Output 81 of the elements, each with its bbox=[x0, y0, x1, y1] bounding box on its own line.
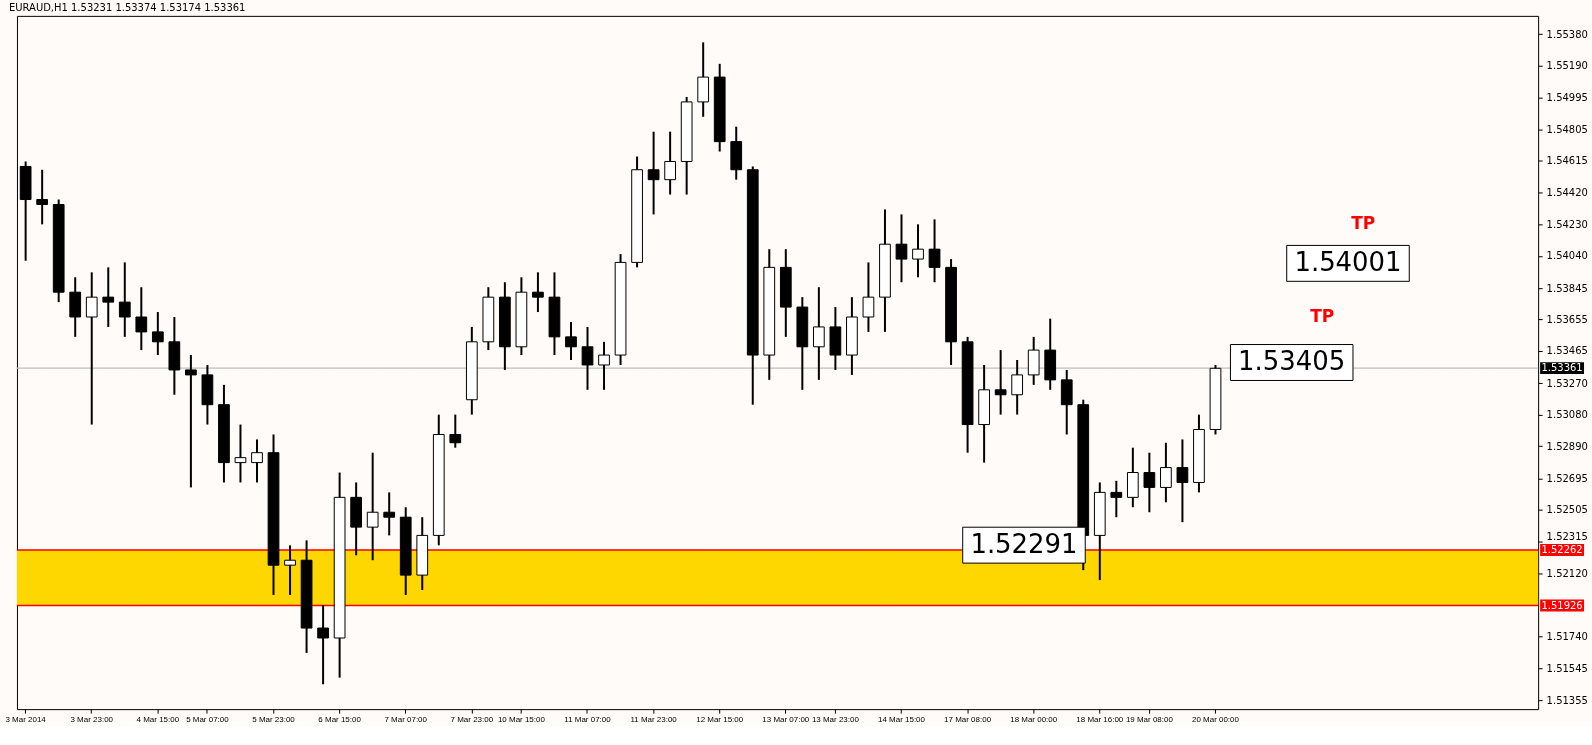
candlestick bbox=[449, 413, 462, 449]
y-tick-label: 1.52695 bbox=[1546, 472, 1588, 484]
candlestick bbox=[565, 320, 577, 362]
x-tick-label: 17 Mar 08:00 bbox=[944, 714, 992, 724]
x-tick-label: 19 Mar 08:00 bbox=[1125, 714, 1174, 724]
y-tick-label: 1.51545 bbox=[1546, 663, 1588, 675]
y-tick-label: 1.55190 bbox=[1546, 60, 1588, 71]
y-tick-label: 1.54615 bbox=[1546, 155, 1588, 167]
y-tick-label: 1.55380 bbox=[1546, 28, 1588, 40]
x-tick-label: 4 Mar 15:00 bbox=[136, 714, 180, 724]
ref-line-label: 1.53361 bbox=[1541, 362, 1583, 374]
y-tick-label: 1.52120 bbox=[1546, 567, 1588, 579]
candlestick bbox=[664, 130, 676, 196]
y-tick-label: 1.53270 bbox=[1546, 377, 1588, 389]
chart-title: EURAUD,H1 1.53231 1.53374 1.53174 1.53361 bbox=[8, 1, 246, 13]
candlestick bbox=[1011, 359, 1024, 416]
candlestick bbox=[135, 286, 148, 352]
x-tick-label: 7 Mar 23:00 bbox=[450, 714, 494, 724]
x-tick-label: 5 Mar 07:00 bbox=[186, 714, 230, 724]
candlestick bbox=[912, 223, 924, 279]
candlestick bbox=[383, 491, 396, 537]
annotation: 1.52291 bbox=[970, 529, 1078, 560]
x-tick-label: 11 Mar 07:00 bbox=[564, 714, 612, 724]
candlestick bbox=[284, 544, 296, 596]
y-tick-label: 1.53845 bbox=[1546, 282, 1588, 294]
y-tick-label: 1.52315 bbox=[1546, 530, 1588, 542]
candlestick bbox=[366, 451, 379, 562]
candlestick bbox=[581, 325, 594, 391]
y-tick-label: 1.53465 bbox=[1546, 345, 1588, 357]
candlestick bbox=[598, 340, 610, 391]
candlestick bbox=[118, 261, 131, 338]
candlestick bbox=[994, 349, 1007, 416]
y-tick-label: 1.54805 bbox=[1546, 123, 1588, 135]
candlestick bbox=[862, 261, 875, 333]
candlestick bbox=[1143, 451, 1156, 514]
candlestick bbox=[234, 423, 247, 484]
annotation: TP bbox=[1351, 212, 1376, 233]
ref-line-label: 1.52262 bbox=[1541, 543, 1583, 555]
y-tick-label: 1.53655 bbox=[1546, 313, 1588, 325]
x-tick-label: 10 Mar 15:00 bbox=[497, 714, 546, 724]
x-tick-label: 12 Mar 15:00 bbox=[696, 714, 744, 724]
y-tick-label: 1.52890 bbox=[1546, 440, 1588, 452]
x-tick-label: 3 Mar 23:00 bbox=[70, 714, 114, 724]
y-tick-label: 1.51740 bbox=[1546, 630, 1588, 642]
x-tick-label: 7 Mar 07:00 bbox=[384, 714, 428, 724]
x-tick-label: 5 Mar 23:00 bbox=[252, 714, 296, 724]
candlestick bbox=[85, 271, 98, 426]
candlestick bbox=[1110, 479, 1123, 519]
ref-line-label: 1.51926 bbox=[1541, 599, 1583, 611]
y-tick-label: 1.54230 bbox=[1546, 218, 1588, 230]
candlestick bbox=[928, 218, 941, 284]
x-tick-label: 20 Mar 00:00 bbox=[1191, 714, 1240, 724]
candlestick bbox=[36, 168, 49, 226]
candlestick bbox=[251, 438, 263, 484]
x-tick-label: 18 Mar 00:00 bbox=[1010, 714, 1058, 724]
y-tick-label: 1.53080 bbox=[1546, 409, 1588, 421]
x-tick-label: 11 Mar 23:00 bbox=[630, 714, 678, 724]
candlestick bbox=[1160, 441, 1172, 504]
candlestick bbox=[185, 354, 197, 489]
annotation: 1.53405 bbox=[1238, 346, 1346, 377]
candlestick bbox=[317, 603, 329, 686]
y-tick-label: 1.54420 bbox=[1546, 187, 1588, 199]
candlestick bbox=[532, 271, 544, 314]
annotation: TP bbox=[1310, 306, 1335, 327]
candlestick bbox=[1176, 438, 1189, 524]
x-tick-label: 6 Mar 15:00 bbox=[318, 714, 362, 724]
candlestick bbox=[151, 311, 164, 357]
y-tick-label: 1.54040 bbox=[1546, 250, 1588, 262]
x-tick-label: 13 Mar 23:00 bbox=[811, 714, 860, 724]
y-tick-label: 1.54995 bbox=[1546, 92, 1588, 104]
x-tick-label: 14 Mar 15:00 bbox=[878, 714, 926, 724]
y-tick-label: 1.52505 bbox=[1546, 504, 1588, 516]
y-tick-label: 1.51355 bbox=[1546, 694, 1588, 706]
x-tick-label: 13 Mar 07:00 bbox=[762, 714, 810, 724]
candlestick bbox=[102, 266, 115, 328]
annotation: 1.54001 bbox=[1294, 247, 1402, 278]
candlestick bbox=[895, 213, 908, 284]
candlestick bbox=[647, 130, 660, 216]
x-tick-label: 18 Mar 16:00 bbox=[1076, 714, 1124, 724]
x-tick-label: 3 Mar 2014 bbox=[5, 714, 47, 724]
candlestick bbox=[812, 286, 825, 381]
